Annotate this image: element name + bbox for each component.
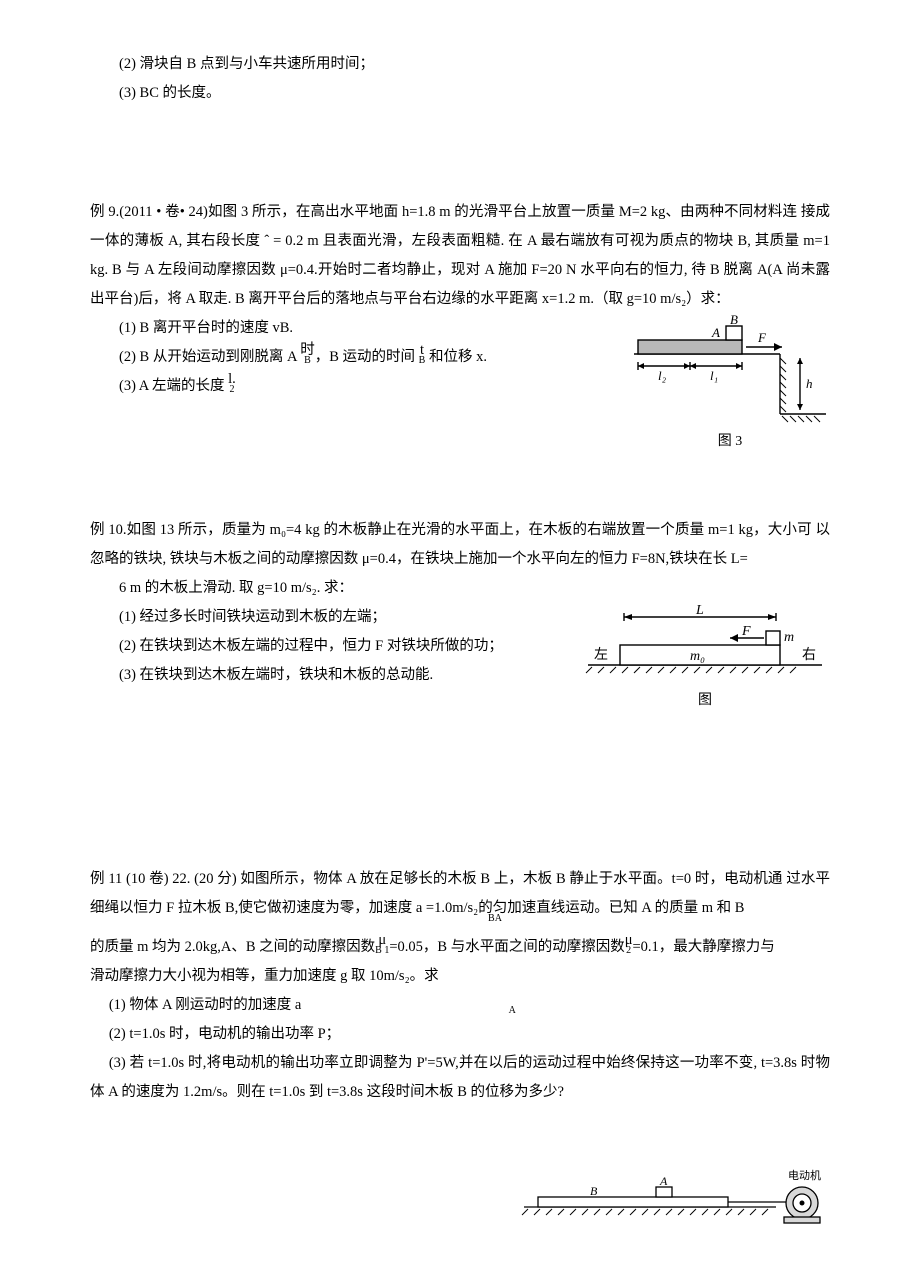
q10-lead: 例 10.如图 13 所示，质量为 m₀=4 kg 的木板静止在光滑的水平面上，… xyxy=(90,516,830,574)
q8-item-2: (2) 滑块自 B 点到与小车共速所用时间； xyxy=(90,50,830,79)
q10-figure: L F m m₀ 左 右 图 xyxy=(580,603,830,715)
q10-item-1: (1) 经过多长时间铁块运动到木板的左端； xyxy=(90,603,564,632)
q10-item-3: (3) 在铁块到达木板左端时，铁块和木板的总动能. xyxy=(90,661,564,690)
q11-item-1: (1) 物体 A 刚运动时的加速度 a A xyxy=(90,991,830,1020)
label-A2: A xyxy=(659,1174,668,1188)
q9-item-2: (2) B 从开始运动到刚脱离 A 时B，B 运动的时间 tB 和位移 x. xyxy=(90,343,614,372)
q9-figure: A B F l₂ l₁ h 图 3 xyxy=(630,314,830,456)
q10-figure-label: 图 xyxy=(580,687,830,715)
label-right: 右 xyxy=(802,647,816,663)
label-B: B xyxy=(730,314,738,327)
q10-item-2: (2) 在铁块到达木板左端的过程中，恒力 F 对铁块所做的功； xyxy=(90,632,564,661)
label-F: F xyxy=(757,330,767,345)
q11-figure: B A 电动机 xyxy=(90,1167,830,1227)
label-left: 左 xyxy=(594,647,608,663)
q9-item-3: (3) A 左端的长度 l.2 xyxy=(90,372,614,401)
q10-lead2: 6 m 的木板上滑动. 取 g=10 m/s₂. 求： xyxy=(90,574,830,603)
q9-item-1: (1) B 离开平台时的速度 vB. xyxy=(90,314,614,343)
q11-p2: 的质量 m 均为 2.0kg,A、B 之间的动摩擦因数μB 1=0.05，B 与… xyxy=(90,933,830,962)
q9-lead: 例 9.(2011 • 卷• 24)如图 3 所示，在高出水平地面 h=1.8 … xyxy=(90,198,830,314)
label-l1: l₁ xyxy=(710,368,718,383)
label-L: L xyxy=(695,603,704,618)
label-l2: l₂ xyxy=(658,368,667,383)
label-B2: B xyxy=(590,1184,598,1198)
q11-item-3: (3) 若 t=1.0s 时,将电动机的输出功率立即调整为 P'=5W,并在以后… xyxy=(90,1049,830,1107)
label-A: A xyxy=(711,325,720,340)
q11-p1: 例 11 (10 卷) 22. (20 分) 如图所示，物体 A 放在足够长的木… xyxy=(90,865,830,923)
q11-item-2: (2) t=1.0s 时，电动机的输出功率 P； xyxy=(90,1020,830,1049)
label-m: m xyxy=(784,630,794,645)
label-F2: F xyxy=(741,624,751,639)
q9-figure-label: 图 3 xyxy=(630,428,830,456)
label-motor: 电动机 xyxy=(788,1168,821,1182)
q8-item-3: (3) BC 的长度。 xyxy=(90,79,830,108)
label-m0: m₀ xyxy=(690,649,705,664)
label-h: h xyxy=(806,376,813,391)
q11-p3: 滑动摩擦力大小视为相等，重力加速度 g 取 10m/s₂。求 xyxy=(90,962,830,991)
